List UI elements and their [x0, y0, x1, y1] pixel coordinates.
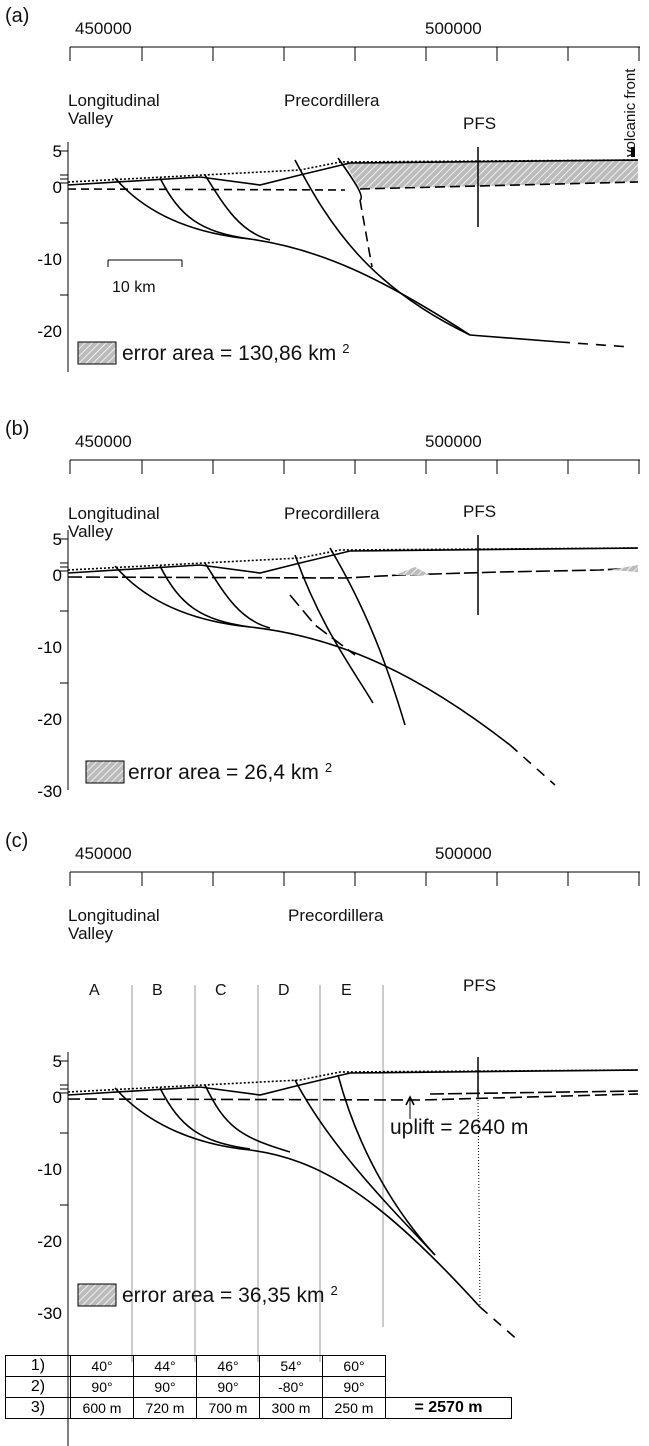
label-group: 2 [325, 1282, 338, 1306]
table-cell: 2) [5, 1376, 71, 1398]
table-cell: 300 m [259, 1397, 323, 1419]
fault-label: PFS [463, 502, 497, 521]
table-cell: -80° [259, 1376, 323, 1398]
y-tick-label: 5 [52, 530, 62, 549]
error-area [345, 160, 638, 189]
column-label: B [152, 982, 163, 999]
table: 1) 40° 44° 46° 54° 60° 2) 90° 90° 90° -80° 90° 3) 600… [5, 1355, 512, 1419]
table-cell: 40° [70, 1355, 134, 1377]
table-cell: 250 m [322, 1397, 386, 1419]
x-tick-label: 500000 [425, 19, 482, 38]
table-row: 3) 600 m 720 m 700 m 300 m 250 m = 2570 m [5, 1397, 512, 1419]
table-cell: 1) [5, 1355, 71, 1377]
table-cell: 90° [322, 1376, 386, 1398]
table-cell: 54° [259, 1355, 323, 1377]
region-label: Longitudinal Valley [68, 906, 160, 943]
y-tick-label: 5 [52, 142, 62, 161]
table-total: = 2570 m [385, 1397, 512, 1419]
fault-label: PFS [463, 976, 497, 995]
error-area-power: 2 [342, 341, 350, 356]
table-cell: 600 m [70, 1397, 134, 1419]
table-cell: 90° [133, 1376, 197, 1398]
error-area-label: error area = 130,86 km [122, 342, 337, 365]
error-area-label: error area = 36,35 km [122, 1284, 325, 1307]
y-tick-label: 0 [52, 1088, 62, 1107]
error-area-power: 2 [330, 1283, 338, 1298]
table-row: 1) 40° 44° 46° 54° 60° [5, 1355, 512, 1377]
table-cell: 60° [322, 1355, 386, 1377]
table-cell: 700 m [196, 1397, 260, 1419]
y-tick-label: 5 [52, 1052, 62, 1071]
y-tick-label: -30 [37, 782, 62, 801]
y-tick-label: -20 [37, 1232, 62, 1251]
column-label: D [278, 982, 290, 999]
table-blank [386, 1377, 512, 1398]
table-cell: 3) [5, 1397, 71, 1419]
fault-label: PFS [463, 114, 497, 133]
column-label: C [215, 982, 227, 999]
panel-label: (b) [5, 418, 30, 440]
column-label: A [89, 982, 100, 999]
table-cell: 46° [196, 1355, 260, 1377]
panel-label: (c) [5, 830, 29, 852]
table-cell: 90° [196, 1376, 260, 1398]
region-label: Precordillera [284, 504, 380, 523]
region-label: Precordillera [284, 91, 380, 110]
y-tick-label: -10 [37, 1160, 62, 1179]
uplift-label: uplift = 2640 m [390, 1116, 529, 1139]
table-row: 2) 90° 90° 90° -80° 90° [5, 1376, 512, 1398]
y-tick-label: -20 [37, 322, 62, 341]
y-tick-label: -10 [37, 638, 62, 657]
volcanic-front-label: volcanic front [622, 68, 639, 157]
y-tick-label: 0 [52, 178, 62, 197]
table-blank [386, 1356, 512, 1377]
x-tick-label: 450000 [75, 19, 132, 38]
y-tick-label: -30 [37, 1304, 62, 1323]
label-group: 2 [319, 759, 332, 783]
region-label: Precordillera [288, 906, 384, 925]
x-tick-label: 500000 [425, 432, 482, 451]
error-area-label: error area = 26,4 km [128, 761, 319, 784]
x-tick-label: 450000 [75, 844, 132, 863]
table-cell: 720 m [133, 1397, 197, 1419]
region-label: Longitudinal Valley [68, 91, 160, 128]
y-tick-label: -10 [37, 250, 62, 269]
region-label: Longitudinal Valley [68, 504, 160, 541]
error-area-power: 2 [324, 760, 333, 775]
y-tick-label: -20 [37, 710, 62, 729]
label-group: 2 [336, 340, 349, 364]
x-tick-label: 450000 [75, 432, 132, 451]
table-cell: 44° [133, 1355, 197, 1377]
scale-bar-label: 10 km [112, 279, 156, 296]
panel-label: (a) [5, 5, 30, 27]
x-tick-label: 500000 [435, 844, 492, 863]
column-label: E [341, 982, 352, 999]
table-cell: 90° [70, 1376, 134, 1398]
y-tick-label: 0 [52, 566, 62, 585]
